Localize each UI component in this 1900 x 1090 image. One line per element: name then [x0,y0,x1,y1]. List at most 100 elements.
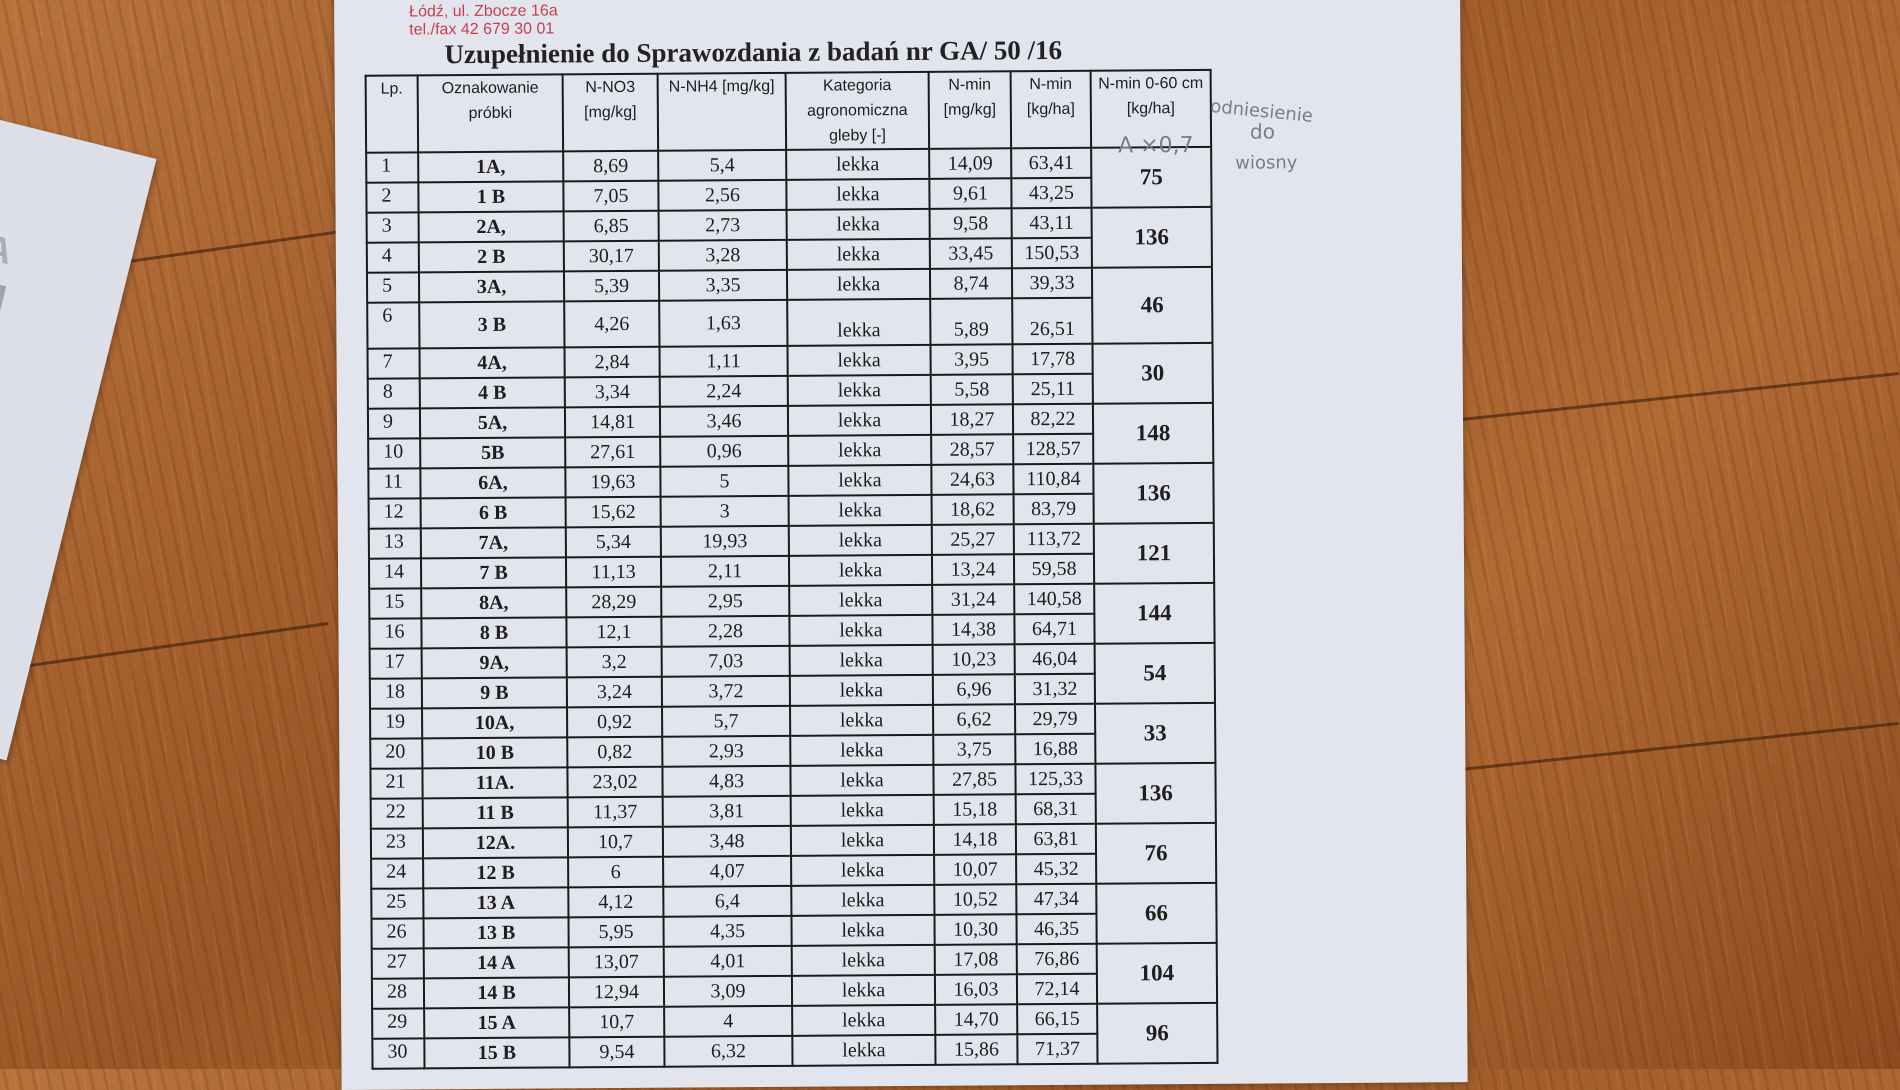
row-number: 26 [371,918,424,949]
n-nh4: 3,28 [658,239,787,271]
sample-id: 10 B [422,737,568,769]
n-min-kgha: 25,11 [1012,373,1093,405]
soil-category: lekka [789,644,933,676]
n-min-mgkg: 31,24 [932,584,1015,615]
n-nh4: 4,07 [663,855,792,887]
n-min-mgkg: 8,74 [929,268,1013,299]
sample-id: 3A, [418,271,565,303]
n-min-kgha: 66,15 [1017,1003,1098,1035]
n-min-mgkg: 10,07 [934,854,1017,885]
row-number: 18 [369,678,423,709]
column-header: N-min [mg/kg] [928,71,1012,149]
note-formula: A ×0,7 [1118,133,1194,159]
row-number: 29 [372,1008,425,1039]
n-min-0-60: 46 [1091,266,1213,344]
sample-id: 9A, [421,647,567,679]
n-min-kgha: 59,58 [1013,553,1095,585]
n-min-mgkg: 5,58 [930,374,1013,405]
n-nh4: 0,96 [660,435,789,467]
row-number: 1 [366,152,419,183]
n-min-kgha: 63,41 [1011,147,1092,179]
row-number: 3 [366,212,419,243]
n-nh4: 4,35 [663,915,792,947]
n-no3: 10,7 [569,1006,665,1038]
n-nh4: 2,56 [658,179,787,211]
n-no3: 30,17 [563,240,659,272]
sample-id: 8 B [421,617,567,649]
n-nh4: 19,93 [660,525,789,557]
sample-id: 12A. [422,827,569,859]
soil-category: lekka [787,404,932,436]
note-line3: wiosny [1235,152,1298,173]
sample-id: 3 B [419,301,565,349]
soil-category: lekka [792,1034,936,1066]
n-min-mgkg: 15,86 [935,1034,1018,1065]
side-paper-logo: CA [0,219,17,273]
n-nh4: 4,01 [663,945,792,977]
n-min-mgkg: 14,09 [929,148,1012,179]
sample-id: 14 A [423,947,569,979]
row-number: 10 [368,438,421,469]
n-no3: 6,85 [563,210,659,242]
n-min-mgkg: 6,62 [933,704,1016,735]
n-nh4: 2,24 [659,375,788,407]
row-number: 23 [370,828,424,859]
row-number: 24 [371,858,424,889]
n-no3: 28,29 [566,586,662,618]
column-header: N-min [kg/ha] [1010,70,1092,149]
sample-id: 2A, [418,211,564,243]
n-min-mgkg: 5,89 [930,298,1013,345]
n-no3: 19,63 [565,466,661,498]
n-min-mgkg: 16,03 [934,974,1018,1005]
row-number: 15 [369,588,422,619]
note-line2: do [1250,119,1275,143]
n-min-0-60: 121 [1093,522,1215,584]
row-number: 25 [371,888,424,919]
n-no3: 14,81 [564,406,661,438]
table-header: Lp. Oznakowanie próbki N-NO3 [mg/kg] N-NH4 … [365,69,1212,153]
n-min-0-60: 148 [1092,402,1214,464]
n-min-mgkg: 9,58 [929,208,1012,239]
n-nh4: 5,4 [658,149,787,181]
sample-id: 6A, [420,467,566,499]
row-number: 21 [370,768,423,799]
soil-category: lekka [790,704,934,736]
table-row: 30 15 B 9,54 6,32 lekka 15,86 71,37 [372,1033,1217,1069]
n-nh4: 6,32 [664,1035,793,1067]
row-number: 6 [367,302,420,349]
n-min-kgha: 45,32 [1016,853,1097,885]
n-min-mgkg: 15,18 [933,794,1016,825]
n-no3: 0,92 [567,706,663,738]
n-min-0-60: 96 [1097,1002,1218,1064]
n-min-kgha: 46,35 [1016,913,1097,945]
n-min-mgkg: 10,30 [934,914,1017,945]
row-number: 7 [367,348,420,379]
n-min-mgkg: 10,23 [932,644,1015,675]
n-min-mgkg: 33,45 [929,238,1012,269]
n-min-mgkg: 14,18 [933,824,1017,855]
n-min-mgkg: 14,38 [932,614,1015,645]
sample-id: 13 A [423,887,569,919]
floor-seam [1461,722,1899,771]
n-nh4: 2,73 [658,209,787,241]
n-min-mgkg: 18,62 [931,494,1014,525]
n-no3: 4,26 [564,300,660,348]
soil-category: lekka [789,674,934,706]
n-nh4: 1,63 [659,299,788,347]
soil-category: lekka [790,794,934,826]
sample-id: 7A, [420,527,566,559]
n-min-kgha: 26,51 [1012,297,1093,345]
n-nh4: 3,46 [659,405,789,437]
sample-id: 13 B [423,917,569,949]
n-min-kgha: 47,34 [1016,883,1097,915]
row-number: 22 [370,798,423,829]
n-min-0-60: 54 [1094,642,1215,704]
page-title: Uzupełnienie do Sprawozdania z badań nr … [444,34,1063,70]
soil-category: lekka [786,268,931,300]
n-nh4: 2,95 [661,585,790,617]
soil-category: lekka [790,734,934,766]
sample-id: 15 A [424,1007,570,1039]
sample-id: 1 B [418,181,564,213]
n-no3: 9,54 [569,1036,665,1068]
soil-category: lekka [788,554,933,586]
